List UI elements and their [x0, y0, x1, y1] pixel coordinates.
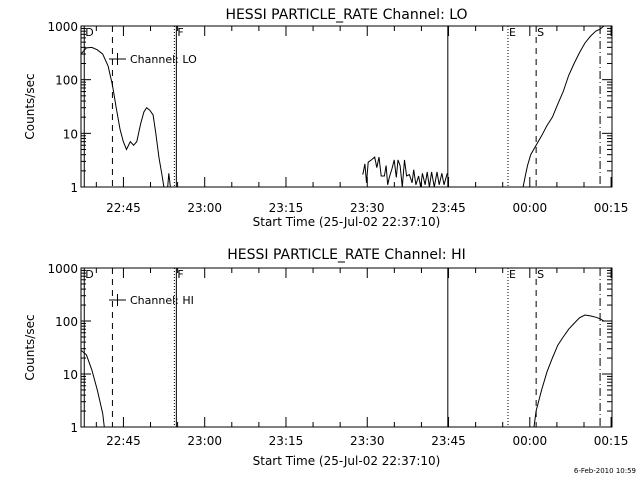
- series-line: [80, 349, 105, 428]
- series-line: [362, 156, 448, 188]
- x-tick-label: 23:15: [269, 434, 304, 448]
- y-tick-label: 1000: [47, 20, 78, 34]
- marker-label: D: [85, 268, 93, 281]
- x-tick-label: 22:45: [106, 434, 141, 448]
- y-tick-label: 100: [55, 315, 78, 329]
- y-tick-label: 1000: [47, 262, 78, 276]
- x-tick-label: 23:45: [431, 201, 466, 215]
- y-tick-label: 1: [70, 421, 78, 435]
- lo-channel-panel: HESSI PARTICLE_RATE Channel: LO Start Tim…: [23, 7, 628, 229]
- y-axis-label: Counts/sec: [23, 314, 37, 380]
- x-tick-label: 00:15: [594, 201, 629, 215]
- series-line: [522, 25, 605, 188]
- x-tick-label: 23:45: [431, 434, 466, 448]
- marker-label: S: [537, 268, 544, 281]
- series-line: [533, 314, 605, 428]
- series-line: [167, 173, 171, 188]
- x-tick-label: 23:15: [269, 201, 304, 215]
- y-axis-label: Counts/sec: [23, 73, 37, 139]
- marker-label: D: [85, 26, 93, 39]
- plot-frame: [80, 267, 613, 428]
- x-tick-label: 23:00: [187, 201, 222, 215]
- x-axis-label: Start Time (25-Jul-02 22:37:10): [253, 454, 441, 468]
- chart-title: HESSI PARTICLE_RATE Channel: LO: [225, 7, 467, 23]
- marker-label: F: [177, 26, 183, 39]
- x-tick-label: 23:00: [187, 434, 222, 448]
- y-tick-label: 1: [70, 181, 78, 195]
- legend-label: Channel: LO: [130, 53, 197, 66]
- x-tick-label: 23:30: [350, 434, 385, 448]
- plot-frame: [80, 25, 613, 188]
- x-tick-label: 23:30: [350, 201, 385, 215]
- footer-date: 6-Feb-2010 10:59: [574, 467, 636, 475]
- hi-channel-panel: HESSI PARTICLE_RATE Channel: HI Start Tim…: [23, 247, 628, 468]
- y-tick-label: 10: [63, 127, 78, 141]
- y-tick-label: 10: [63, 368, 78, 382]
- x-tick-label: 00:00: [513, 434, 548, 448]
- legend-label: Channel: HI: [130, 294, 194, 307]
- marker-label: E: [509, 26, 516, 39]
- marker-label: F: [177, 268, 183, 281]
- marker-label: S: [537, 26, 544, 39]
- y-tick-label: 100: [55, 74, 78, 88]
- series-line: [80, 46, 165, 188]
- x-tick-label: 00:00: [513, 201, 548, 215]
- x-axis-label: Start Time (25-Jul-02 22:37:10): [253, 215, 441, 229]
- chart-title: HESSI PARTICLE_RATE Channel: HI: [227, 247, 465, 263]
- x-tick-label: 00:15: [594, 434, 629, 448]
- x-tick-label: 22:45: [106, 201, 141, 215]
- marker-label: E: [509, 268, 516, 281]
